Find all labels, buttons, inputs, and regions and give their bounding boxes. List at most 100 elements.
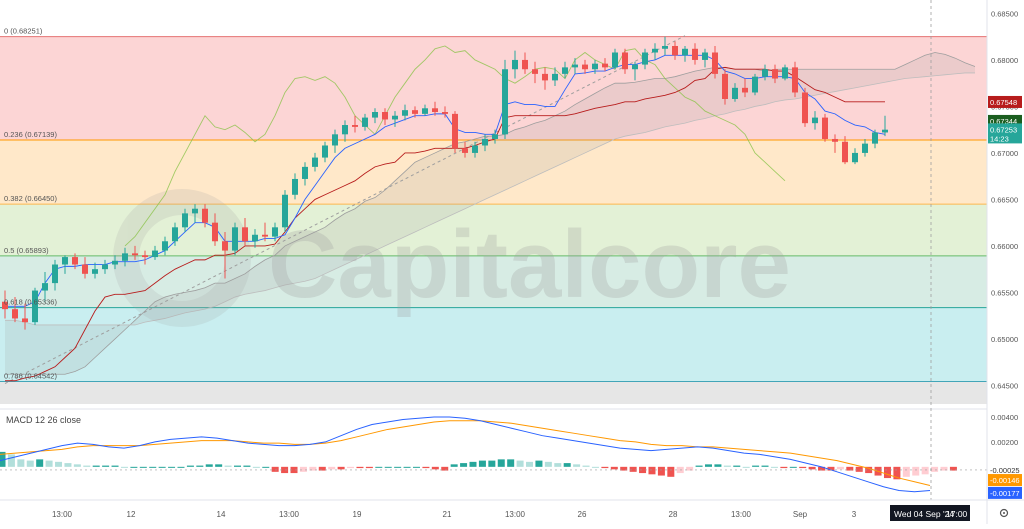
- macd-histogram-bar: [431, 466, 439, 470]
- candle-body: [812, 117, 818, 124]
- macd-histogram-bar: [139, 466, 147, 468]
- macd-histogram-bar: [347, 466, 355, 469]
- candle-body: [832, 138, 838, 142]
- candle-body: [782, 67, 788, 79]
- candle: [702, 48, 708, 68]
- candle: [302, 162, 308, 186]
- macd-title: MACD 12 26 close: [6, 415, 81, 425]
- candle-body: [202, 208, 208, 223]
- candle: [222, 231, 228, 279]
- macd-histogram-bar: [695, 465, 703, 467]
- fib-level-label: 0.618 (0.65336): [4, 298, 57, 307]
- fib-zone: [0, 307, 987, 382]
- macd-histogram-bar: [224, 465, 232, 467]
- macd-tick-label: 0.00200: [991, 438, 1018, 447]
- macd-signal-badge-background: [988, 474, 1022, 487]
- time-tick-label: 13:00: [731, 510, 752, 519]
- macd-histogram-bar: [64, 463, 72, 467]
- candle-body: [762, 69, 768, 77]
- macd-histogram-bar: [921, 466, 929, 475]
- candle-body: [12, 309, 18, 319]
- fib-zone: [0, 255, 987, 308]
- candle: [322, 141, 328, 163]
- candle-body: [622, 52, 628, 70]
- macd-histogram-bar: [365, 466, 373, 469]
- chikou-span-line: [124, 45, 786, 247]
- macd-histogram-bar: [73, 464, 81, 467]
- macd-histogram-bar: [83, 465, 91, 467]
- candle-body: [312, 157, 318, 167]
- macd-histogram-bar: [215, 464, 223, 467]
- macd-line-badge-label: -0.00177: [990, 489, 1020, 498]
- price-tick-label: 0.66500: [991, 195, 1018, 204]
- candle: [142, 250, 148, 265]
- candle: [712, 45, 718, 79]
- candle: [282, 190, 288, 232]
- senkou-span-b: [5, 72, 975, 326]
- fib-zone: [0, 381, 987, 404]
- candle-body: [492, 134, 498, 139]
- candle-body: [562, 67, 568, 74]
- candle: [812, 111, 818, 130]
- candle-countdown-label: 14:23: [990, 134, 1009, 143]
- candle-body: [272, 227, 278, 237]
- macd-histogram-bar: [318, 466, 326, 471]
- candle-body: [862, 143, 868, 153]
- candle: [432, 101, 438, 116]
- macd-histogram-bar: [497, 459, 505, 467]
- macd-histogram-bar: [55, 461, 63, 467]
- watermark: Capitalcore: [113, 189, 791, 327]
- settings-gear-icon[interactable]: [999, 508, 1009, 518]
- macd-histogram-bar: [158, 466, 166, 468]
- macd-histogram-bar: [441, 466, 449, 471]
- candle-body: [542, 73, 548, 81]
- candle-body: [262, 234, 268, 237]
- candle-body: [732, 87, 738, 99]
- candle: [562, 61, 568, 79]
- macd-histogram-bar: [356, 466, 364, 469]
- candle-body: [302, 166, 308, 179]
- macd-histogram-bar: [544, 461, 552, 467]
- candle-body: [22, 318, 28, 323]
- macd-histogram-bar: [130, 466, 138, 468]
- candle: [92, 262, 98, 279]
- macd-histogram-bar: [290, 466, 298, 474]
- candle-body: [252, 234, 258, 242]
- macd-histogram-bar: [808, 466, 816, 470]
- time-tick-label: Sep: [793, 510, 808, 519]
- macd-histogram-bar: [912, 466, 920, 476]
- candle: [502, 59, 508, 139]
- time-axis[interactable]: 13:00 12 14 13:00 19 21 13:00 26 28 13:00 Sep 3: [52, 510, 857, 519]
- kijun-price-badge-background: [988, 95, 1022, 108]
- candle: [572, 58, 578, 74]
- candle: [752, 73, 758, 96]
- candle-body: [122, 253, 128, 261]
- candle-body: [332, 134, 338, 146]
- candle: [792, 61, 798, 98]
- candle-body: [682, 48, 688, 56]
- candle-body: [62, 257, 68, 265]
- macd-axis[interactable]: 0.00400 0.00200: [991, 413, 1018, 447]
- macd-histogram-bar: [7, 454, 15, 467]
- macd-histogram-bar: [460, 463, 468, 467]
- fib-labels: 0 (0.68251) 0.236 (0.67139) 0.382 (0.66450…: [4, 27, 57, 381]
- macd-histogram-bar: [196, 465, 204, 467]
- macd-tick-label: 0.00400: [991, 413, 1018, 422]
- candle-body: [352, 125, 358, 127]
- macd-histogram-bar: [92, 465, 100, 467]
- macd-histogram-bar: [818, 466, 826, 471]
- macd-histogram-bar: [667, 466, 675, 477]
- candle: [412, 106, 418, 118]
- candle-body: [512, 59, 518, 70]
- macd-histogram-bar: [120, 466, 128, 468]
- macd-histogram-bar: [478, 460, 486, 467]
- macd-histogram-bar: [893, 466, 901, 480]
- macd-histogram-bar: [855, 466, 863, 472]
- candle-body: [672, 45, 678, 56]
- macd-histogram-bar: [337, 466, 345, 470]
- candle-body: [2, 301, 8, 310]
- candle-body: [162, 241, 168, 251]
- candle: [402, 104, 408, 121]
